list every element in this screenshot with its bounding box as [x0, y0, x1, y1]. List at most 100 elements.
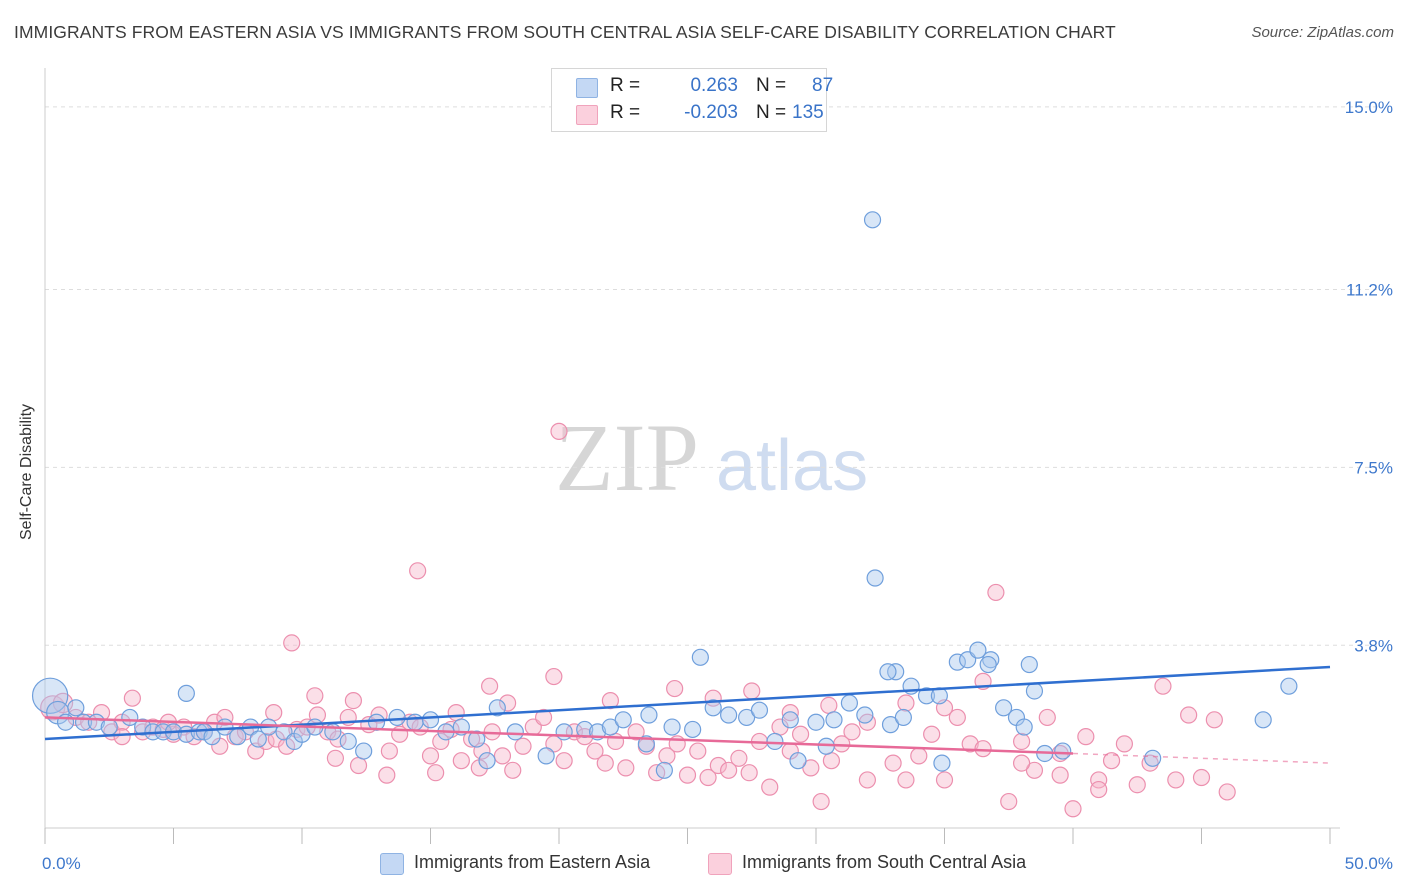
data-point-south-central-asia — [822, 752, 841, 770]
chart-title: IMMIGRANTS FROM EASTERN ASIA VS IMMIGRAN… — [14, 22, 1116, 42]
legend-r-value: -0.203 — [684, 102, 738, 123]
data-point-south-central-asia — [378, 766, 396, 784]
data-point-eastern-asia — [31, 677, 69, 714]
legend-swatch-eastern-asia — [576, 78, 598, 98]
data-point-south-central-asia — [699, 768, 717, 787]
data-point-south-central-asia — [974, 740, 992, 758]
data-point-south-central-asia — [1064, 800, 1082, 818]
trend-line-eastern-asia — [44, 665, 1331, 741]
data-point-eastern-asia — [56, 713, 75, 731]
watermark-atlas: atlas — [716, 426, 868, 506]
data-point-eastern-asia — [738, 708, 756, 727]
legend-n-value: 87 — [812, 75, 834, 96]
data-point-eastern-asia — [355, 742, 373, 760]
bottom-legend-swatch-eastern-asia — [380, 853, 404, 875]
data-point-south-central-asia — [1102, 752, 1121, 770]
data-point-eastern-asia — [933, 754, 951, 772]
legend-n-value: 135 — [792, 102, 824, 123]
data-point-south-central-asia — [1051, 766, 1069, 784]
data-point-eastern-asia — [894, 708, 912, 727]
data-point-eastern-asia — [995, 699, 1013, 717]
data-point-south-central-asia — [463, 730, 481, 748]
data-point-eastern-asia — [840, 694, 859, 712]
data-point-south-central-asia — [1077, 728, 1095, 746]
bottom-legend-label-eastern-asia: Immigrants from Eastern Asia — [414, 852, 651, 872]
data-point-eastern-asia — [684, 720, 702, 739]
data-point-south-central-asia — [843, 723, 861, 741]
data-point-south-central-asia — [481, 677, 499, 695]
data-point-south-central-asia — [1038, 708, 1056, 727]
data-point-eastern-asia — [917, 687, 936, 705]
data-point-eastern-asia — [1015, 718, 1033, 736]
data-point-south-central-asia — [452, 752, 470, 770]
data-point-eastern-asia — [488, 699, 506, 717]
data-point-south-central-asia — [326, 749, 345, 767]
data-point-south-central-asia — [1090, 780, 1108, 799]
data-point-south-central-asia — [730, 749, 748, 767]
data-point-south-central-asia — [499, 694, 517, 712]
legend-r-label: R = — [610, 75, 641, 96]
axes — [44, 68, 1340, 844]
data-point-south-central-asia — [858, 771, 877, 789]
data-point-south-central-asia — [447, 704, 465, 722]
data-point-eastern-asia — [614, 711, 632, 729]
data-point-eastern-asia — [1020, 655, 1038, 674]
data-point-eastern-asia — [720, 706, 738, 724]
data-point-eastern-asia — [766, 732, 784, 751]
data-point-eastern-asia — [1054, 742, 1072, 760]
data-point-south-central-asia — [897, 771, 915, 789]
data-point-eastern-asia — [879, 663, 897, 681]
data-point-eastern-asia — [468, 730, 486, 748]
data-point-south-central-asia — [689, 742, 707, 760]
data-point-eastern-asia — [177, 684, 195, 702]
data-point-south-central-asia — [306, 687, 324, 705]
data-point-eastern-asia — [807, 713, 825, 731]
data-point-south-central-asia — [545, 667, 563, 686]
data-point-south-central-asia — [606, 732, 625, 751]
data-point-south-central-asia — [380, 742, 398, 760]
data-point-south-central-asia — [1154, 677, 1172, 695]
data-point-south-central-asia — [596, 754, 614, 772]
data-point-south-central-asia — [923, 725, 941, 743]
data-point-south-central-asia — [740, 764, 758, 782]
data-point-eastern-asia — [1144, 749, 1162, 767]
data-point-eastern-asia — [339, 732, 357, 751]
data-point-south-central-asia — [802, 759, 820, 777]
y-tick-label: 11.2% — [1346, 281, 1393, 300]
correlation-legend: R = 0.263 N = 87 R = -0.203 N = 135 — [551, 68, 833, 132]
y-tick-label: 15.0% — [1345, 98, 1393, 117]
trend-line-south-central-asia-extension — [1072, 752, 1331, 764]
legend-r-value: 0.263 — [690, 75, 738, 96]
data-point-south-central-asia — [935, 771, 954, 789]
data-point-eastern-asia — [982, 651, 1000, 669]
watermark-zip: ZIP — [555, 404, 699, 511]
tick-labels: 3.8% 7.5% 11.2% 15.0% 0.0% 50.0% — [42, 98, 1393, 873]
data-point-south-central-asia — [493, 747, 512, 765]
data-point-eastern-asia — [866, 569, 884, 587]
data-point-eastern-asia — [640, 706, 658, 724]
source-label: Source: ZipAtlas.com — [1251, 24, 1394, 41]
data-point-eastern-asia — [478, 752, 496, 770]
data-point-south-central-asia — [781, 704, 799, 722]
legend-swatch-south-central-asia — [576, 105, 598, 125]
data-point-south-central-asia — [791, 725, 810, 743]
data-point-south-central-asia — [678, 766, 697, 784]
legend-n-label: N = — [756, 75, 787, 96]
trend-lines — [44, 665, 1331, 764]
data-point-south-central-asia — [409, 562, 427, 580]
data-point-eastern-asia — [388, 708, 406, 727]
data-point-south-central-asia — [1025, 761, 1044, 779]
data-point-south-central-asia — [534, 708, 553, 727]
bottom-legend-label-south-central-asia: Immigrants from South Central Asia — [742, 852, 1027, 872]
trend-line-south-central-asia — [44, 716, 1074, 755]
data-point-south-central-asia — [586, 742, 604, 760]
data-point-south-central-asia — [514, 737, 532, 755]
y-tick-label: 7.5% — [1354, 458, 1393, 477]
data-point-south-central-asia — [617, 759, 635, 777]
data-point-eastern-asia — [1280, 677, 1298, 695]
grid-lines — [45, 106, 1380, 646]
data-point-south-central-asia — [344, 691, 362, 710]
data-point-eastern-asia — [948, 653, 966, 671]
data-point-south-central-asia — [1012, 732, 1031, 751]
series-eastern-asia — [31, 211, 1298, 779]
